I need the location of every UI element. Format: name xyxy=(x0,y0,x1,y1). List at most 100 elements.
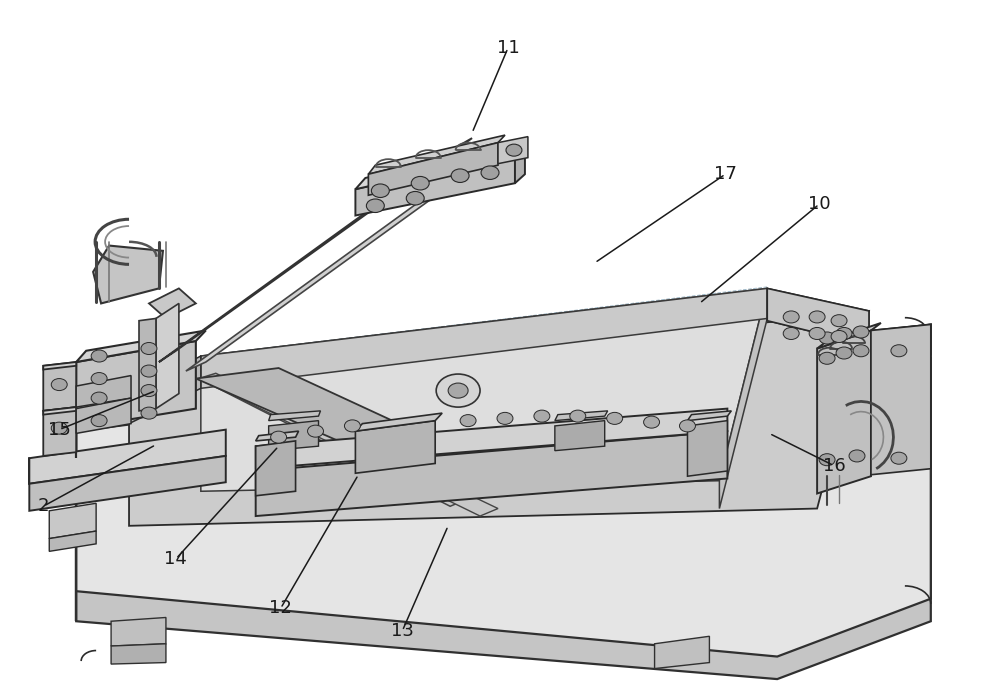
Circle shape xyxy=(607,412,623,425)
Circle shape xyxy=(141,365,157,377)
Text: 13: 13 xyxy=(391,622,414,640)
Polygon shape xyxy=(219,383,498,516)
Polygon shape xyxy=(555,411,608,421)
Polygon shape xyxy=(269,411,320,421)
Circle shape xyxy=(371,184,389,198)
Polygon shape xyxy=(368,135,505,174)
Circle shape xyxy=(436,374,480,407)
Polygon shape xyxy=(368,143,498,195)
Circle shape xyxy=(141,384,157,396)
Circle shape xyxy=(51,422,67,434)
Polygon shape xyxy=(256,441,296,496)
Polygon shape xyxy=(129,311,869,526)
Text: 14: 14 xyxy=(164,550,187,568)
Circle shape xyxy=(448,383,468,398)
Polygon shape xyxy=(767,289,869,346)
Polygon shape xyxy=(555,421,605,450)
Circle shape xyxy=(411,176,429,190)
Text: 16: 16 xyxy=(823,457,845,475)
Circle shape xyxy=(308,425,323,437)
Circle shape xyxy=(783,328,799,339)
Polygon shape xyxy=(871,325,931,360)
Circle shape xyxy=(836,347,852,359)
Polygon shape xyxy=(767,289,869,346)
Polygon shape xyxy=(256,431,727,516)
Polygon shape xyxy=(29,456,226,511)
Polygon shape xyxy=(76,341,196,428)
Circle shape xyxy=(891,452,907,464)
Polygon shape xyxy=(43,362,76,411)
Circle shape xyxy=(849,450,865,462)
Polygon shape xyxy=(199,373,468,507)
Polygon shape xyxy=(29,430,226,484)
Polygon shape xyxy=(149,289,196,319)
Circle shape xyxy=(481,166,499,180)
Text: 17: 17 xyxy=(714,165,737,183)
Polygon shape xyxy=(355,143,525,189)
Circle shape xyxy=(51,378,67,391)
Polygon shape xyxy=(93,246,163,303)
Circle shape xyxy=(366,199,384,212)
Polygon shape xyxy=(201,289,767,491)
Circle shape xyxy=(853,345,869,357)
Polygon shape xyxy=(687,411,731,421)
Circle shape xyxy=(91,414,107,427)
Polygon shape xyxy=(111,618,166,646)
Circle shape xyxy=(783,311,799,323)
Circle shape xyxy=(570,410,586,422)
Polygon shape xyxy=(159,138,472,362)
Polygon shape xyxy=(76,375,131,407)
Polygon shape xyxy=(196,368,480,473)
Polygon shape xyxy=(76,325,931,657)
Polygon shape xyxy=(186,148,502,371)
Circle shape xyxy=(406,192,424,205)
Circle shape xyxy=(680,420,695,432)
Polygon shape xyxy=(156,303,179,409)
Polygon shape xyxy=(355,413,442,431)
Circle shape xyxy=(141,343,157,355)
Polygon shape xyxy=(76,398,131,433)
Circle shape xyxy=(819,332,835,344)
Polygon shape xyxy=(129,356,201,423)
Polygon shape xyxy=(201,289,767,389)
Circle shape xyxy=(534,410,550,422)
Circle shape xyxy=(497,412,513,425)
Polygon shape xyxy=(817,323,881,348)
Circle shape xyxy=(831,330,847,343)
Polygon shape xyxy=(49,531,96,551)
Text: 12: 12 xyxy=(269,600,292,618)
Circle shape xyxy=(809,311,825,323)
Circle shape xyxy=(451,169,469,183)
Polygon shape xyxy=(687,421,727,476)
Circle shape xyxy=(141,407,157,419)
Polygon shape xyxy=(43,362,76,369)
Polygon shape xyxy=(719,289,767,509)
Polygon shape xyxy=(817,330,871,493)
Circle shape xyxy=(809,328,825,339)
Circle shape xyxy=(91,350,107,362)
Text: 11: 11 xyxy=(497,39,519,57)
Polygon shape xyxy=(111,644,166,664)
Circle shape xyxy=(819,353,835,364)
Polygon shape xyxy=(76,358,931,679)
Polygon shape xyxy=(49,503,96,539)
Polygon shape xyxy=(43,407,76,456)
Polygon shape xyxy=(871,325,931,475)
Circle shape xyxy=(853,326,869,338)
Polygon shape xyxy=(355,421,435,473)
Circle shape xyxy=(460,414,476,427)
Text: 10: 10 xyxy=(808,195,830,213)
Polygon shape xyxy=(76,330,206,362)
Circle shape xyxy=(891,345,907,357)
Circle shape xyxy=(836,328,852,339)
Polygon shape xyxy=(498,137,528,164)
Text: 15: 15 xyxy=(48,421,71,439)
Circle shape xyxy=(831,314,847,327)
Text: 2: 2 xyxy=(38,498,49,515)
Circle shape xyxy=(91,392,107,404)
Polygon shape xyxy=(43,407,76,414)
Polygon shape xyxy=(139,319,156,411)
Circle shape xyxy=(819,454,835,466)
Polygon shape xyxy=(515,143,525,183)
Polygon shape xyxy=(355,153,515,216)
